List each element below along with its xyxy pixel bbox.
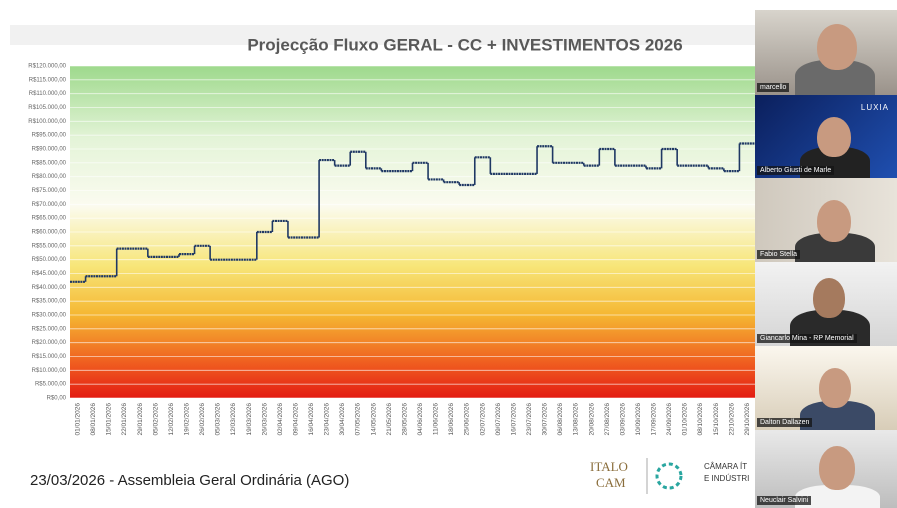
video-tile: Fabio Stella [755,178,897,262]
y-tick-label: R$65.000,00 [32,216,67,222]
x-tick-label: 05/03/2026 [215,403,222,436]
y-tick-label: R$100.000,00 [28,119,66,125]
x-tick-label: 03/09/2026 [619,403,626,436]
y-tick-label: R$80.000,00 [32,174,67,180]
x-tick-label: 21/05/2026 [386,403,393,436]
x-tick-label: 06/08/2026 [557,403,564,436]
x-tick-label: 02/04/2026 [277,403,284,436]
logo-text: ITALO [590,459,628,474]
y-tick-label: R$120.000,00 [28,64,66,70]
logo-text: CÂMARA ÍT [704,462,747,471]
y-tick-label: R$85.000,00 [32,160,67,166]
video-tile: Dalton Dallazen [755,346,897,430]
x-tick-label: 11/06/2026 [433,403,440,435]
participant-name: Giancarlo Mina - RP Memorial [757,334,857,343]
person [817,117,851,157]
x-tick-label: 22/10/2026 [728,403,735,436]
y-tick-label: R$95.000,00 [32,133,67,139]
x-tick-label: 26/02/2026 [199,403,206,436]
y-tick-label: R$45.000,00 [32,271,67,277]
logo-text: CAM [596,475,626,490]
x-tick-label: 13/08/2026 [573,403,580,436]
participant-name: Neuclair Salvini [757,496,811,505]
person [817,24,857,70]
person [819,368,851,408]
y-tick-label: R$30.000,00 [32,313,67,319]
y-tick-label: R$20.000,00 [32,340,67,346]
x-tick-label: 19/03/2026 [246,403,253,436]
x-tick-label: 18/06/2026 [448,403,455,436]
y-tick-label: R$10.000,00 [32,368,67,374]
video-tile: Neuclair Salvini [755,430,897,508]
video-tile: LUXIA Alberto Giusti de Marle [755,95,897,178]
x-tick-label: 29/10/2026 [744,403,751,436]
y-tick-label: R$15.000,00 [32,354,67,360]
x-tick-label: 12/03/2026 [230,403,237,436]
y-tick-label: R$105.000,00 [28,105,66,111]
y-tick-label: R$0,00 [47,396,67,402]
y-tick-label: R$55.000,00 [32,243,67,249]
x-tick-label: 12/02/2026 [168,403,175,436]
x-tick-label: 23/07/2026 [526,403,533,436]
x-tick-label: 05/02/2026 [152,403,159,436]
video-tile: marcello [755,10,897,95]
y-tick-label: R$70.000,00 [32,202,67,208]
x-tick-label: 09/07/2026 [495,403,502,436]
x-tick-label: 01/10/2026 [682,403,689,436]
x-tick-label: 30/04/2026 [339,403,346,436]
x-tick-label: 19/02/2026 [183,403,190,436]
x-tick-label: 29/01/2026 [137,403,144,436]
y-tick-label: R$115.000,00 [29,77,67,83]
footer-text: 23/03/2026 - Assembleia Geral Ordinária … [30,472,349,489]
x-tick-label: 26/03/2026 [261,403,268,436]
x-tick-label: 27/08/2026 [604,403,611,436]
logo-text: E INDÚSTRI [704,474,749,483]
x-tick-label: 16/07/2026 [510,403,517,436]
x-tick-label: 15/10/2026 [713,403,720,436]
x-tick-label: 16/04/2026 [308,403,315,436]
x-tick-label: 23/04/2026 [324,403,331,436]
video-tile: Giancarlo Mina - RP Memorial [755,262,897,346]
y-tick-label: R$25.000,00 [32,326,67,332]
x-tick-label: 02/07/2026 [479,403,486,436]
person [813,278,845,318]
x-tick-label: 10/09/2026 [635,403,642,436]
x-tick-label: 17/09/2026 [651,403,658,436]
x-tick-label: 07/05/2026 [355,403,362,436]
y-tick-label: R$110.000,00 [29,91,67,97]
x-tick-label: 20/08/2026 [588,403,595,436]
tile-logo: LUXIA [861,103,889,112]
y-tick-label: R$90.000,00 [32,147,67,153]
x-tick-label: 01/01/2026 [75,403,82,436]
x-tick-label: 14/05/2026 [370,403,377,436]
y-tick-label: R$50.000,00 [32,257,67,263]
participant-name: Dalton Dallazen [757,418,812,427]
participant-name: marcello [757,83,789,92]
person [817,200,851,242]
participant-name: Alberto Giusti de Marle [757,166,834,175]
y-tick-label: R$5.000,00 [35,382,67,388]
y-tick-label: R$75.000,00 [32,188,67,194]
x-tick-label: 04/06/2026 [417,403,424,436]
x-tick-label: 28/05/2026 [401,403,408,436]
x-tick-label: 15/01/2026 [106,403,113,436]
x-tick-label: 24/09/2026 [666,403,673,436]
y-tick-label: R$60.000,00 [32,230,67,236]
chart-title: Projecção Fluxo GERAL - CC + INVESTIMENT… [247,35,682,54]
x-tick-label: 25/06/2026 [464,403,471,436]
screen: Projecção Fluxo GERAL - CC + INVESTIMENT… [0,0,897,508]
participant-name: Fabio Stella [757,250,800,259]
x-tick-label: 08/10/2026 [697,403,704,436]
y-tick-label: R$35.000,00 [32,299,67,305]
x-tick-label: 30/07/2026 [542,403,549,436]
x-tick-label: 22/01/2026 [121,403,128,436]
x-tick-label: 08/01/2026 [90,403,97,436]
x-tick-label: 09/04/2026 [292,403,299,436]
person [819,446,855,490]
y-tick-label: R$40.000,00 [32,285,67,291]
